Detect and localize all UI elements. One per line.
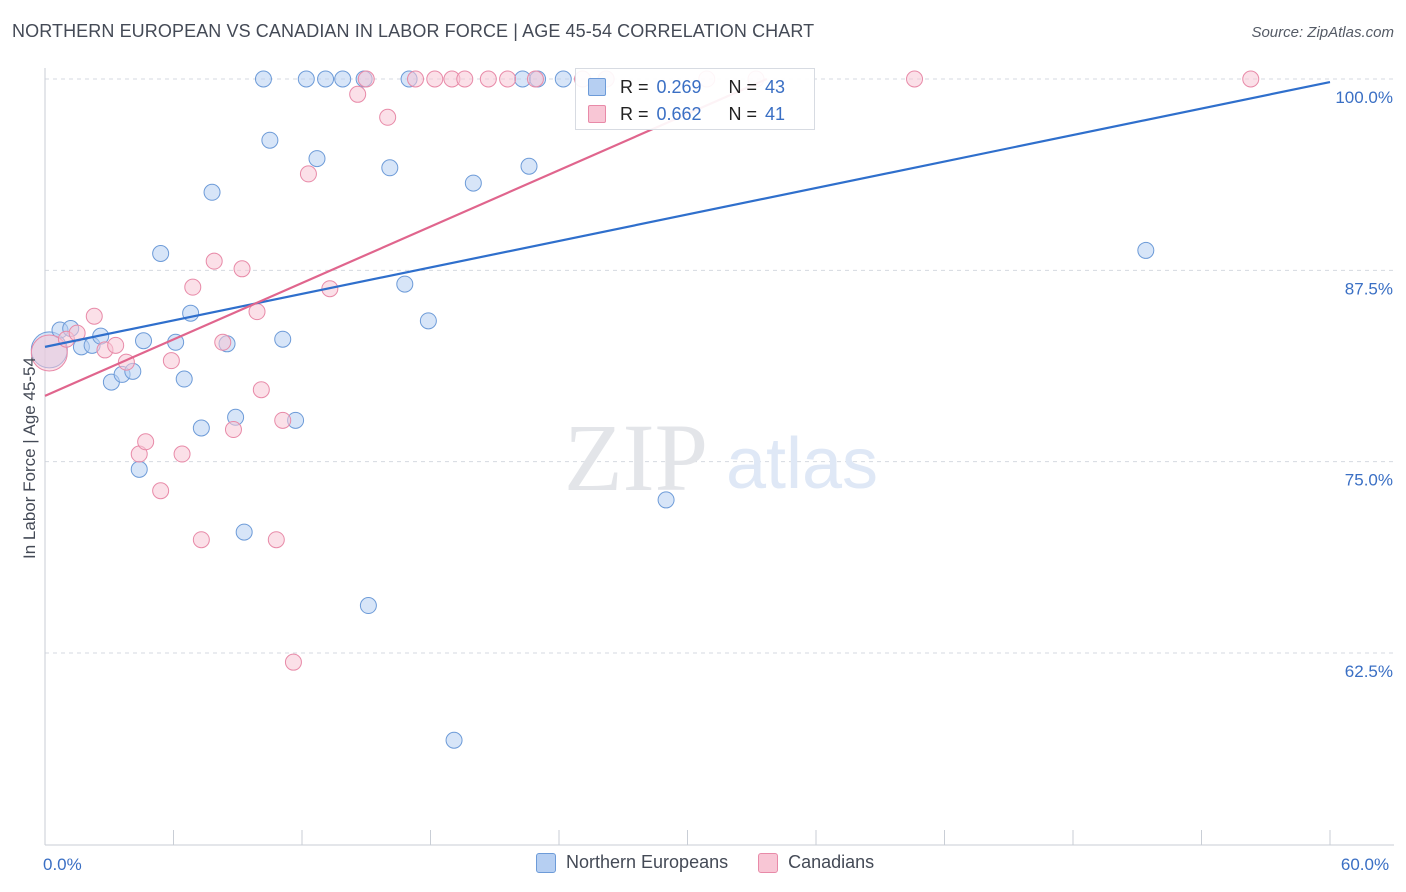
stats-legend-box: R = 0.269 N = 43 R = 0.662 N = 41 bbox=[575, 68, 815, 130]
northern-europeans-point bbox=[657, 491, 675, 509]
canadians-point bbox=[1242, 70, 1260, 88]
northern-europeans-point bbox=[1137, 241, 1155, 259]
canadians-point bbox=[224, 421, 242, 439]
source-label: Source: ZipAtlas.com bbox=[1251, 24, 1394, 41]
northern-europeans-point bbox=[297, 70, 315, 88]
canadians-point bbox=[479, 70, 497, 88]
chart-title: NORTHERN EUROPEAN VS CANADIAN IN LABOR F… bbox=[12, 21, 815, 41]
n-label: N = bbox=[728, 76, 758, 97]
tick-labels: 100.0% 87.5% 75.0% 62.5% 0.0% 60.0% bbox=[43, 88, 1393, 874]
canadians-point bbox=[499, 70, 517, 88]
legend-item-northern-europeans[interactable]: Northern Europeans bbox=[536, 852, 728, 873]
watermark-atlas: atlas bbox=[726, 424, 878, 504]
canadians-point bbox=[173, 445, 191, 463]
canadians-point bbox=[252, 381, 270, 399]
canadians-point bbox=[407, 70, 425, 88]
northern-europeans-point bbox=[445, 731, 463, 749]
northern-europeans-point bbox=[235, 523, 253, 541]
northern-europeans-point bbox=[419, 312, 437, 330]
northern-europeans-point bbox=[317, 70, 335, 88]
canadians-point bbox=[526, 70, 544, 88]
grid-layer bbox=[45, 78, 1394, 654]
northern-europeans-point bbox=[152, 244, 170, 262]
blue-swatch-icon bbox=[536, 852, 556, 873]
northern-europeans-point bbox=[135, 332, 153, 350]
y-tick-label: 62.5% bbox=[1345, 662, 1393, 681]
axis-layer bbox=[44, 68, 1394, 846]
canadians-point bbox=[426, 70, 444, 88]
canadians-point bbox=[162, 352, 180, 370]
northern-europeans-point bbox=[254, 70, 272, 88]
canadians-point bbox=[205, 252, 223, 270]
canadians-point bbox=[152, 482, 170, 500]
y-tick-label: 100.0% bbox=[1335, 88, 1393, 107]
n-label: N = bbox=[728, 103, 758, 124]
canadians-point bbox=[184, 278, 202, 296]
northern-europeans-point bbox=[396, 275, 414, 293]
canadians-point bbox=[267, 531, 285, 549]
r-label: R = bbox=[620, 76, 649, 97]
legend-label: Northern Europeans bbox=[566, 852, 729, 872]
canadians-point bbox=[85, 307, 103, 325]
canadians-point bbox=[192, 531, 210, 549]
r-label: R = bbox=[620, 103, 649, 124]
x-tick-label: 60.0% bbox=[1341, 855, 1389, 874]
r-value: 0.662 bbox=[656, 103, 702, 124]
y-axis-title: In Labor Force | Age 45-54 bbox=[20, 357, 39, 559]
northern-europeans-point bbox=[203, 183, 221, 201]
pink-swatch-icon bbox=[758, 852, 779, 873]
canadians-points bbox=[30, 70, 1260, 671]
legend-label: Canadians bbox=[788, 852, 875, 872]
watermark: ZIP atlas bbox=[564, 404, 878, 511]
canadians-point bbox=[214, 333, 232, 351]
northern-europeans-point bbox=[261, 131, 279, 149]
northern-europeans-point bbox=[520, 157, 538, 175]
northern-europeans-point bbox=[192, 419, 210, 437]
x-tick-label: 0.0% bbox=[43, 855, 82, 874]
canadians-trend-line bbox=[44, 77, 768, 397]
canadians-point bbox=[274, 411, 292, 429]
canadians-point bbox=[906, 70, 924, 88]
canadians-point bbox=[357, 70, 375, 88]
northern-europeans-point bbox=[274, 330, 292, 348]
canadians-point bbox=[233, 260, 251, 278]
r-value: 0.269 bbox=[656, 76, 702, 97]
northern-europeans-point bbox=[359, 597, 377, 615]
northern-europeans-point bbox=[308, 150, 326, 168]
y-tick-label: 87.5% bbox=[1345, 279, 1393, 298]
trend-lines bbox=[44, 77, 1331, 397]
canadians-point bbox=[107, 336, 125, 354]
legend-item-canadians[interactable]: Canadians bbox=[758, 852, 874, 873]
northern-europeans-point bbox=[334, 70, 352, 88]
y-tick-label: 75.0% bbox=[1345, 471, 1393, 490]
n-value: 41 bbox=[765, 103, 786, 124]
watermark-zip: ZIP bbox=[564, 404, 708, 511]
canadians-point bbox=[456, 70, 474, 88]
blue-swatch-icon bbox=[588, 78, 606, 96]
canadians-point bbox=[137, 433, 155, 451]
n-value: 43 bbox=[765, 76, 786, 97]
stats-row-canadians: R = 0.662 N = 41 bbox=[588, 102, 785, 126]
northern-europeans-point bbox=[554, 70, 572, 88]
northern-europeans-point bbox=[175, 370, 193, 388]
canadians-point bbox=[299, 165, 317, 183]
stats-row-northern-europeans: R = 0.269 N = 43 bbox=[588, 75, 785, 99]
canadians-point bbox=[349, 85, 367, 103]
chart-legend: Northern Europeans Canadians bbox=[536, 852, 904, 873]
northern-europeans-point bbox=[464, 174, 482, 192]
northern-europeans-point bbox=[381, 159, 399, 177]
canadians-point bbox=[379, 108, 397, 126]
northern-europeans-point bbox=[130, 460, 148, 478]
canadians-point bbox=[284, 653, 302, 671]
pink-swatch-icon bbox=[588, 105, 606, 123]
